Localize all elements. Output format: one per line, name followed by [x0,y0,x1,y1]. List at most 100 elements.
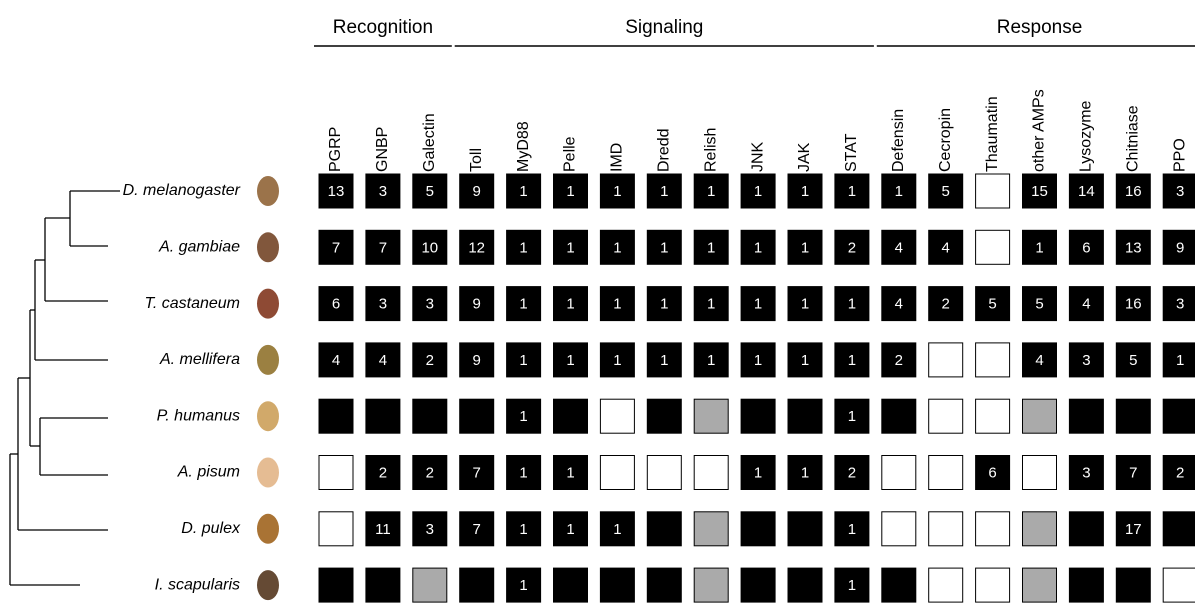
cell-count: 1 [848,521,856,538]
cell [553,286,588,322]
cell [506,567,542,603]
cell [740,173,776,209]
species-name: D. melanogaster [123,182,241,199]
cell [1115,455,1151,490]
column-label: STAT [843,133,860,172]
column-label: Defensin [890,109,907,172]
cell [412,455,448,490]
cell [318,286,354,322]
species-name: A. pisum [177,464,240,481]
cell-count: 1 [613,352,621,369]
species-name: P. humanus [157,407,240,424]
cell [553,173,588,209]
cell [318,342,354,378]
cell-count: 3 [379,296,387,313]
cell-count: 13 [328,183,345,200]
cell [1022,342,1057,378]
cell [506,173,542,209]
cell-count: 4 [1082,296,1090,313]
cell-count: 2 [942,296,950,313]
cell [881,229,917,265]
cell-count: 16 [1125,183,1142,200]
cell-count: 1 [801,352,809,369]
cell [1162,342,1195,378]
cell [881,286,917,322]
column-label: IMD [609,143,626,172]
cell-count: 13 [1125,239,1142,256]
organism-icon [257,401,279,432]
cell-count: 4 [332,352,340,369]
cell [1068,398,1104,434]
cell-count: 9 [1176,239,1184,256]
cell-count: 1 [566,183,574,200]
cell-count: 6 [1082,239,1090,256]
cell [1162,173,1195,209]
cell [646,511,682,547]
cell [599,455,635,490]
cell-count: 1 [848,577,856,594]
cell-count: 14 [1078,183,1095,200]
cell-count: 3 [1176,183,1184,200]
cell [975,229,1011,265]
cell [787,567,823,603]
cell-count: 1 [754,239,762,256]
column-label: GNBP [374,127,391,172]
cell [834,398,870,434]
group-label: Recognition [333,17,433,38]
cell-count: 3 [1082,464,1090,481]
cell-count: 1 [660,352,668,369]
cell-count: 1 [613,521,621,538]
cell [1022,567,1057,603]
cell [928,286,964,322]
species-name: T. castaneum [145,295,240,312]
column-label: JAK [796,142,813,172]
cell [693,286,729,322]
cell [646,286,682,322]
cell [693,398,729,434]
cell [412,229,448,265]
cell-count: 1 [519,408,527,425]
cell [928,342,964,378]
cell [740,398,776,434]
cell [787,173,823,209]
cell [1022,455,1057,490]
cell [365,455,401,490]
cell [553,229,588,265]
cell [553,511,588,547]
cell [975,342,1011,378]
cell-count: 15 [1031,183,1048,200]
cell [1068,229,1104,265]
cell [928,455,964,490]
cell-count: 1 [707,352,715,369]
cell [599,173,635,209]
cell [1068,342,1104,378]
cell [365,173,401,209]
cell-count: 2 [895,352,903,369]
cell-count: 1 [707,239,715,256]
cell-count: 3 [1176,296,1184,313]
species-name: D. pulex [181,520,241,537]
cell [459,286,495,322]
cell-count: 2 [848,464,856,481]
cell [506,511,542,547]
cell [834,455,870,490]
cell-count: 11 [375,521,391,538]
cell [928,173,964,209]
cell [740,455,776,490]
cell-count: 1 [754,464,762,481]
cell-count: 3 [1082,352,1090,369]
column-label: other AMPs [1031,89,1048,172]
cell [834,567,870,603]
cell [787,286,823,322]
cell-count: 4 [379,352,387,369]
cell-count: 1 [613,296,621,313]
column-label: Relish [702,128,719,172]
cell-count: 2 [379,464,387,481]
cell [1068,567,1104,603]
cell [318,511,354,547]
cell-count: 1 [613,183,621,200]
column-label: Chitniase [1125,105,1142,172]
cell [1162,511,1195,547]
cell [928,511,964,547]
cell [365,229,401,265]
